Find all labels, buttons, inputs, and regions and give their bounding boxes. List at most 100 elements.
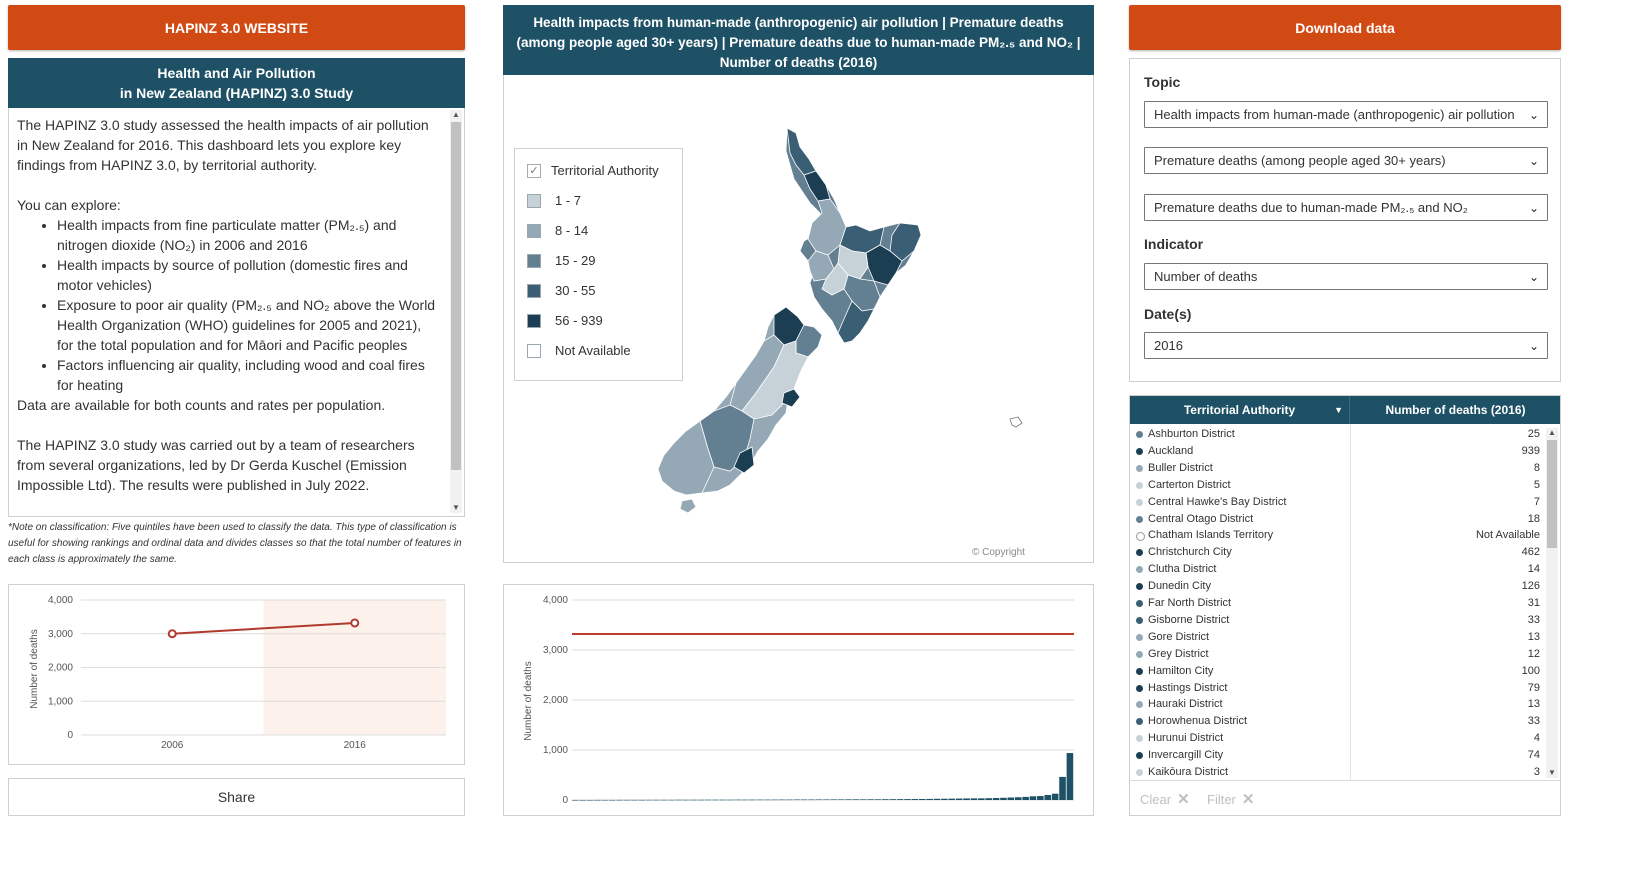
table-row[interactable]: Central Otago District 18 (1130, 511, 1548, 528)
ranking-bar[interactable] (1037, 796, 1044, 800)
ranking-bar[interactable] (623, 799, 631, 801)
topic-select-1[interactable]: Health impacts from human-made (anthropo… (1144, 101, 1548, 128)
dates-select[interactable]: 2016 ⌄ (1144, 332, 1548, 359)
ranking-bar[interactable] (616, 799, 623, 801)
ranking-bar[interactable] (638, 799, 646, 801)
ranking-bar[interactable] (941, 798, 948, 800)
ranking-bar[interactable] (800, 799, 808, 801)
map-copyright[interactable]: © Copyright (972, 547, 1025, 558)
table-row[interactable]: Carterton District 5 (1130, 477, 1548, 494)
ranking-bar[interactable] (631, 799, 638, 801)
ranking-bar[interactable] (719, 799, 727, 801)
map-region-hawkes-bay[interactable] (865, 244, 903, 286)
table-row[interactable]: Horowhenua District 33 (1130, 713, 1548, 730)
scroll-up-icon[interactable]: ▲ (452, 110, 460, 119)
ranking-bar[interactable] (1007, 797, 1015, 801)
map-region-stewart-island[interactable] (679, 498, 697, 514)
ranking-bar[interactable] (911, 799, 919, 800)
topic-select-2[interactable]: Premature deaths (among people aged 30+ … (1144, 147, 1548, 174)
ranking-bar[interactable] (978, 798, 985, 800)
ranking-bar[interactable] (1000, 797, 1007, 800)
map-region-dunedin[interactable] (733, 446, 755, 474)
table-row[interactable]: Buller District 8 (1130, 460, 1548, 477)
ranking-bar[interactable] (793, 799, 801, 801)
ranking-bar[interactable] (970, 798, 978, 800)
map-region-southland[interactable] (657, 420, 715, 496)
ranking-bar[interactable] (1044, 795, 1052, 800)
ranking-bar[interactable] (859, 799, 867, 800)
trend-data-point[interactable] (167, 629, 177, 639)
legend-title-row[interactable]: ✓ Territorial Authority (527, 163, 659, 178)
ranking-bar[interactable] (874, 799, 882, 800)
map-region-gisborne[interactable] (889, 222, 922, 262)
table-row[interactable]: Central Hawke's Bay District 7 (1130, 494, 1548, 511)
table-row[interactable]: Kaikōura District 3 (1130, 764, 1548, 781)
table-row[interactable]: Hastings District 79 (1130, 680, 1548, 697)
table-row[interactable]: Clutha District 14 (1130, 561, 1548, 578)
table-row[interactable]: Invercargill City 74 (1130, 747, 1548, 764)
table-header-deaths[interactable]: Number of deaths (2016) (1385, 403, 1526, 417)
ranking-bar[interactable] (778, 799, 786, 801)
ranking-bar[interactable] (1059, 776, 1066, 800)
map-region-christchurch[interactable] (781, 388, 801, 408)
ranking-bar[interactable] (1014, 797, 1022, 800)
ranking-bar[interactable] (992, 798, 1000, 800)
table-scrollbar-thumb[interactable] (1547, 440, 1557, 548)
topic-select-3[interactable]: Premature deaths due to human-made PM₂.₅… (1144, 194, 1548, 221)
intro-scrollbar-thumb[interactable] (451, 122, 461, 470)
ranking-bar[interactable] (830, 799, 837, 800)
ranking-bar[interactable] (786, 799, 793, 801)
ranking-bar[interactable] (608, 799, 616, 801)
table-row[interactable]: Auckland 939 (1130, 443, 1548, 460)
ranking-bar[interactable] (889, 799, 897, 800)
ranking-bar[interactable] (1029, 796, 1037, 800)
ranking-bar[interactable] (867, 799, 874, 800)
ranking-bar[interactable] (741, 799, 749, 801)
ranking-bar[interactable] (808, 799, 815, 801)
ranking-bar[interactable] (815, 799, 823, 801)
map-region-wellington[interactable] (837, 300, 875, 344)
table-row[interactable]: Chatham Islands Territory Not Available (1130, 527, 1548, 544)
ranking-bar[interactable] (660, 799, 668, 801)
ranking-bar[interactable] (682, 799, 690, 801)
table-row[interactable]: Christchurch City 462 (1130, 544, 1548, 561)
ranking-bar[interactable] (653, 799, 660, 801)
share-button[interactable]: Share (8, 778, 465, 816)
ranking-bar[interactable] (933, 798, 941, 800)
map-region-chatham-islands[interactable] (1009, 416, 1023, 428)
ranking-bar[interactable] (690, 799, 697, 801)
trend-data-point[interactable] (350, 618, 360, 628)
ranking-bar[interactable] (823, 799, 830, 801)
legend-checkbox[interactable]: ✓ (527, 163, 541, 178)
ranking-bar[interactable] (675, 799, 682, 801)
ranking-bar[interactable] (955, 798, 963, 800)
ranking-bar[interactable] (882, 799, 889, 800)
hapinz-website-button[interactable]: HAPINZ 3.0 WEBSITE (8, 5, 465, 50)
ranking-bar[interactable] (749, 799, 756, 801)
ranking-bar[interactable] (845, 799, 852, 800)
ranking-bar[interactable] (1051, 793, 1059, 800)
ranking-bar[interactable] (594, 799, 601, 801)
table-row[interactable]: Gore District 13 (1130, 629, 1548, 646)
table-row[interactable]: Hurunui District 4 (1130, 730, 1548, 747)
ranking-bar[interactable] (579, 799, 586, 801)
ranking-bar[interactable] (734, 799, 741, 801)
download-data-button[interactable]: Download data (1129, 5, 1561, 50)
table-row[interactable]: Ashburton District 25 (1130, 426, 1548, 443)
ranking-bar[interactable] (918, 799, 926, 800)
intro-scrollbar[interactable]: ▲ ▼ (450, 110, 462, 513)
ranking-bar[interactable] (586, 799, 594, 801)
ranking-bar[interactable] (572, 799, 579, 801)
table-row[interactable]: Far North District 31 (1130, 595, 1548, 612)
sort-down-icon[interactable]: ▼ (1334, 405, 1343, 415)
ranking-bar[interactable] (704, 799, 712, 801)
ranking-bar[interactable] (963, 798, 970, 800)
ranking-bar[interactable] (645, 799, 653, 801)
ranking-bar[interactable] (926, 798, 933, 800)
ranking-bar[interactable] (837, 799, 845, 800)
ranking-bar[interactable] (852, 799, 860, 800)
ranking-bar[interactable] (763, 799, 771, 801)
ranking-bar[interactable] (985, 798, 992, 800)
ranking-bar[interactable] (601, 799, 609, 801)
filter-button[interactable]: Filter ✕ (1207, 790, 1254, 808)
